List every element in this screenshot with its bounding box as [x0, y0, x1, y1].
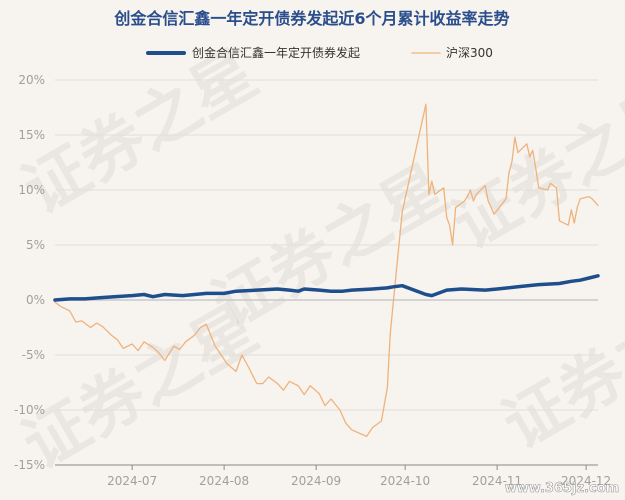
grid: [55, 79, 598, 466]
y-tick-label: -15%: [14, 458, 45, 472]
x-tick-label: 2024-11: [472, 474, 522, 488]
x-tick-label: 2024-12: [561, 474, 611, 488]
legend-label-0: 创金合信汇鑫一年定开债券发起: [192, 45, 360, 60]
y-tick-label: -10%: [14, 403, 45, 417]
y-tick-label: -5%: [22, 348, 45, 362]
y-axis: 20% 15% 10% 5% 0% -5% -10% -15%: [14, 73, 45, 472]
y-tick-label: 20%: [18, 73, 45, 87]
x-axis: 2024-07 2024-08 2024-09 2024-10 2024-11 2024-…: [55, 464, 611, 488]
watermark-text: 证券之星: [11, 37, 270, 229]
series-line-0: [53, 274, 600, 302]
y-tick-label: 0%: [26, 293, 45, 307]
legend: 创金合信汇鑫一年定开债券发起 沪深300: [146, 45, 493, 60]
y-tick-label: 15%: [18, 128, 45, 142]
watermark-text: 证券之星: [441, 72, 625, 264]
x-tick-label: 2024-10: [380, 474, 430, 488]
legend-label-1: 沪深300: [446, 46, 493, 60]
x-tick-label: 2024-09: [291, 474, 341, 488]
y-tick-label: 10%: [18, 183, 45, 197]
x-tick-label: 2024-08: [199, 474, 249, 488]
series-layer: [53, 103, 600, 438]
chart-title: 创金合信汇鑫一年定开债券发起近6个月累计收益率走势: [113, 9, 509, 28]
x-tick-label: 2024-07: [107, 474, 157, 488]
series-line-1: [54, 103, 599, 438]
watermark-text: 证券之星: [11, 292, 270, 484]
y-tick-label: 5%: [26, 238, 45, 252]
site-watermark: www.365jz.com: [505, 481, 619, 496]
